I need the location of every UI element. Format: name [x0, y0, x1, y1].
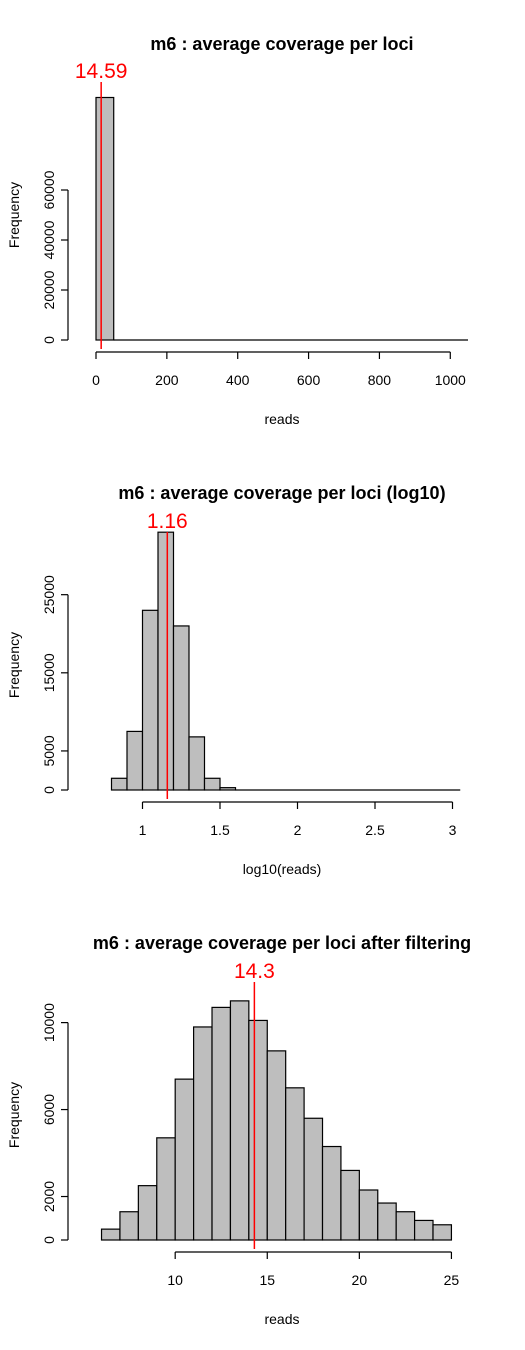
histogram-bar: [188, 736, 206, 791]
x-tick-label: 1: [139, 822, 147, 838]
histogram-bar: [110, 777, 128, 791]
chart-3-bars: [100, 1000, 453, 1241]
histogram-bar: [432, 1224, 453, 1241]
histogram-bar: [413, 1219, 434, 1241]
chart-1-marker: 14.59: [75, 60, 128, 349]
chart-2-title: m6 : average coverage per loci (log10): [118, 483, 445, 503]
histogram-bar: [303, 1117, 324, 1241]
x-tick-label: 800: [368, 372, 392, 388]
x-tick-label: 0: [92, 372, 100, 388]
histogram-bar: [193, 1026, 213, 1241]
histogram-bar: [203, 777, 221, 791]
chart-1-bars: [95, 96, 468, 341]
chart-2-bars: [110, 531, 461, 791]
histogram-bar: [100, 1228, 121, 1241]
chart-panel-2: m6 : average coverage per loci (log10) F…: [6, 483, 461, 877]
chart-3-axes: 10 15 20 25 0 2000 6000 10000: [41, 1003, 459, 1288]
chart-3-marker: 14.3: [234, 960, 275, 1249]
y-tick-label: 20000: [41, 270, 57, 309]
chart-3-ylabel: Frequency: [6, 1082, 22, 1148]
x-tick-label: 25: [444, 1272, 460, 1288]
histogram-bar: [126, 730, 144, 791]
x-tick-label: 2: [294, 822, 302, 838]
y-tick-label: 60000: [41, 170, 57, 209]
histogram-bar: [95, 96, 115, 341]
histogram-bar: [157, 531, 175, 791]
x-tick-label: 1.5: [210, 822, 230, 838]
chart-2-marker: 1.16: [147, 510, 188, 799]
histogram-bar: [321, 1145, 342, 1241]
histogram-bar: [229, 1000, 250, 1241]
y-tick-label: 2000: [41, 1181, 57, 1212]
histogram-bar: [119, 1211, 139, 1241]
mean-marker-label: 1.16: [147, 510, 188, 533]
histogram-bar: [137, 1185, 158, 1241]
y-tick-label: 15000: [41, 653, 57, 692]
chart-1-xlabel: reads: [264, 411, 299, 427]
chart-3-title: m6 : average coverage per loci after fil…: [93, 933, 471, 953]
y-tick-label: 6000: [41, 1094, 57, 1125]
y-tick-label: 25000: [41, 575, 57, 614]
x-tick-label: 10: [167, 1272, 183, 1288]
x-tick-label: 2.5: [365, 822, 385, 838]
y-tick-label: 10000: [41, 1003, 57, 1042]
chart-2-axes: 1 1.5 2 2.5 3 0 5000 15000 25000: [41, 575, 457, 838]
x-tick-label: 1000: [435, 372, 466, 388]
histogram-bar: [395, 1211, 416, 1241]
y-tick-label: 5000: [41, 735, 57, 766]
chart-2-ylabel: Frequency: [6, 632, 22, 698]
chart-3-xlabel: reads: [264, 1311, 299, 1327]
y-tick-label: 0: [41, 1236, 57, 1244]
histogram-bar: [340, 1169, 360, 1241]
histogram-bar: [211, 1006, 232, 1241]
chart-1-axes: 0 200 400 600 800 1000 0 20000 40000 60000: [41, 170, 466, 388]
chart-2-xlabel: log10(reads): [243, 861, 322, 877]
chart-panel-1: m6 : average coverage per loci Frequency…: [6, 34, 468, 427]
chart-panel-3: m6 : average coverage per loci after fil…: [6, 933, 471, 1327]
histogram-bar: [174, 1078, 195, 1241]
histogram-bar: [219, 787, 237, 791]
histogram-bar: [285, 1087, 305, 1241]
x-tick-label: 20: [352, 1272, 368, 1288]
histogram-bar: [156, 1137, 176, 1241]
x-tick-label: 15: [259, 1272, 275, 1288]
x-tick-label: 200: [155, 372, 179, 388]
histogram-bar: [172, 625, 190, 791]
y-tick-label: 40000: [41, 220, 57, 259]
histogram-bar: [248, 1019, 268, 1241]
chart-1-ylabel: Frequency: [6, 182, 22, 248]
x-tick-label: 3: [449, 822, 457, 838]
mean-marker-label: 14.3: [234, 960, 275, 983]
x-tick-label: 600: [297, 372, 321, 388]
y-tick-label: 0: [41, 336, 57, 344]
chart-1-title: m6 : average coverage per loci: [150, 34, 413, 54]
histogram-bar: [377, 1202, 397, 1241]
y-tick-label: 0: [41, 786, 57, 794]
x-tick-label: 400: [226, 372, 250, 388]
mean-marker-label: 14.59: [75, 60, 128, 83]
histogram-bar: [358, 1189, 379, 1241]
histogram-bar: [141, 609, 159, 791]
histogram-bar: [266, 1050, 287, 1241]
